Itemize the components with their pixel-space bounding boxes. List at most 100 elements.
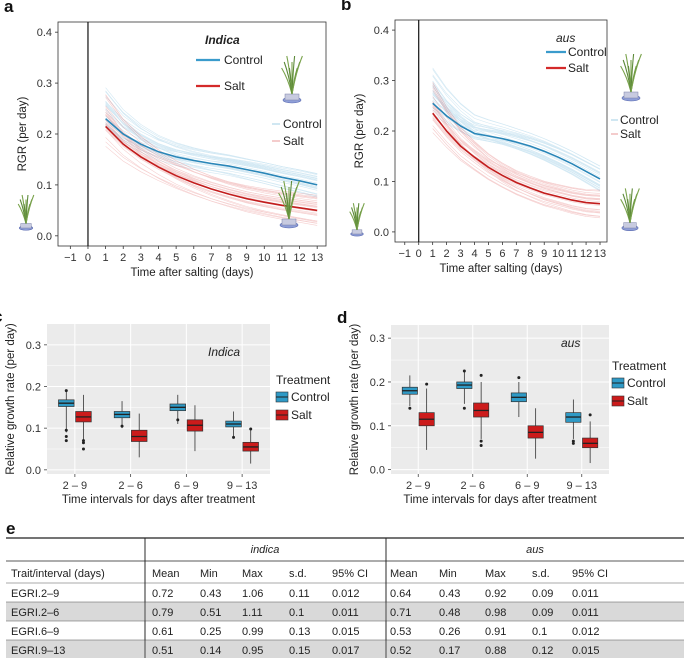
panel-d-outlier bbox=[462, 369, 466, 373]
panel-b-xtick-label: 1 bbox=[430, 248, 436, 260]
panel-a-trace bbox=[105, 129, 318, 224]
panel-b-trace bbox=[432, 86, 601, 170]
panel-c-annotation: Indica bbox=[208, 345, 240, 359]
panel-c-outlier bbox=[120, 424, 124, 428]
table-subheader-indica: Max bbox=[242, 568, 263, 580]
panel-d-box-control bbox=[456, 369, 473, 410]
panel-c-legend-title: Treatment bbox=[276, 373, 331, 387]
plant-icon-a-control-leaf bbox=[291, 55, 303, 95]
panel-c-letter: c bbox=[0, 307, 2, 326]
panel-b-trace bbox=[432, 103, 601, 202]
table-subheader-indica: 95% CI bbox=[332, 568, 368, 580]
panel-b-trace bbox=[432, 107, 601, 187]
panel-b-trace bbox=[432, 93, 601, 189]
panel-b-xlabel: Time after salting (days) bbox=[440, 263, 563, 275]
table-cell-aus: 0.015 bbox=[572, 645, 600, 657]
panel-a-trace bbox=[105, 125, 318, 181]
panel-a-trace bbox=[105, 112, 318, 199]
panel-a-line-control bbox=[105, 118, 318, 186]
panel-a-trace bbox=[105, 87, 318, 175]
panel-e-letter: e bbox=[6, 519, 15, 538]
panel-a-trace bbox=[105, 112, 318, 223]
plant-icon-b-start-leaf bbox=[356, 202, 365, 230]
panel-b-trace bbox=[432, 105, 601, 197]
plant-icon-b-control bbox=[620, 53, 642, 102]
panel-b-ytick-label: 0.2 bbox=[374, 126, 389, 138]
panel-b-trace bbox=[432, 103, 601, 213]
panel-b-trace bbox=[432, 101, 601, 213]
table-cell-indica: 0.14 bbox=[200, 645, 221, 657]
panel-d-outlier bbox=[425, 382, 429, 386]
table-cell-aus: 0.011 bbox=[572, 607, 599, 619]
panel-c-box-salt bbox=[131, 413, 148, 458]
table-cell-indica: 1.06 bbox=[242, 588, 263, 600]
panel-a-frame bbox=[57, 21, 327, 247]
panel-b-trace bbox=[432, 84, 601, 197]
panel-b-trace bbox=[432, 109, 601, 186]
panel-b-trace bbox=[432, 90, 601, 191]
panel-a-ylabel: RGR (per day) bbox=[17, 96, 29, 171]
panel-a-trace bbox=[105, 107, 318, 222]
panel-c-legend-control: Control bbox=[291, 390, 330, 404]
panel-a-legend2-control: Control bbox=[283, 117, 322, 131]
plant-icon-a-salt-pot-body bbox=[281, 218, 297, 226]
table-cell-aus: 0.43 bbox=[439, 588, 460, 600]
panel-a-trace bbox=[105, 112, 318, 177]
panel-d-box-salt bbox=[527, 408, 544, 459]
table-cell-aus: 0.48 bbox=[439, 607, 460, 619]
panel-b-ytick-label: 0.3 bbox=[374, 76, 389, 88]
plant-icon-a-salt-leaf bbox=[288, 180, 300, 220]
panel-a-xtick-label: 0 bbox=[85, 252, 91, 264]
panel-a-ytick-label: 0.2 bbox=[37, 129, 52, 141]
panel-a-trace bbox=[105, 118, 318, 189]
panel-c-outlier bbox=[64, 439, 68, 443]
table-cell-aus: 0.17 bbox=[439, 645, 460, 657]
panel-d-outlier bbox=[479, 444, 483, 448]
table-group-aus: aus bbox=[526, 544, 544, 556]
panel-d-letter: d bbox=[337, 308, 347, 327]
panel-b-ytick-label: 0.4 bbox=[374, 25, 389, 37]
panel-a-legend2-salt: Salt bbox=[283, 134, 304, 148]
panel-a-letter: a bbox=[4, 0, 14, 16]
panel-a-trace bbox=[105, 97, 318, 202]
panel-a-xtick-label: 9 bbox=[244, 252, 250, 264]
table-cell-aus: 0.012 bbox=[572, 626, 600, 638]
table-cell-aus: 0.88 bbox=[485, 645, 506, 657]
panel-b-trace bbox=[432, 89, 601, 186]
panel-a-trace bbox=[105, 123, 318, 195]
panel-b-line-control bbox=[432, 102, 601, 180]
panel-d-outlier bbox=[571, 439, 575, 443]
table-subheader-indica: s.d. bbox=[289, 568, 307, 580]
plant-icon-a-start-pot-body bbox=[20, 223, 32, 229]
panel-b-xtick-label: 11 bbox=[566, 248, 577, 260]
panel-a-ytick-label: 0.4 bbox=[37, 27, 52, 39]
panel-b-trace bbox=[432, 92, 601, 183]
panel-b-ylabel: RGR (per day) bbox=[354, 93, 366, 168]
table-cell-aus: 0.92 bbox=[485, 588, 506, 600]
panel-b-trace bbox=[432, 98, 601, 174]
plant-icon-a-start bbox=[17, 194, 35, 231]
panel-a-trace bbox=[105, 115, 318, 195]
panel-b-trace bbox=[432, 86, 601, 178]
panel-b-legend-control: Control bbox=[568, 45, 607, 59]
table-subheader-aus: 95% CI bbox=[572, 568, 608, 580]
table-cell-indica: 0.95 bbox=[242, 645, 263, 657]
panel-a-trace bbox=[105, 101, 318, 181]
panel-c-box-salt bbox=[242, 427, 259, 464]
panel-a-trace bbox=[105, 118, 318, 189]
panel-b-trace bbox=[432, 111, 601, 212]
table-cell-aus: 0.52 bbox=[390, 645, 411, 657]
panel-b-legend2-salt: Salt bbox=[620, 127, 641, 141]
table-cell-indica: 0.51 bbox=[200, 607, 221, 619]
panel-b-trace bbox=[432, 67, 601, 167]
panel-c-outlier bbox=[81, 447, 85, 451]
panel-b-traces-control bbox=[432, 67, 601, 192]
table-cell-aus: 0.09 bbox=[532, 588, 553, 600]
panel-b-xtick-label: 12 bbox=[580, 248, 592, 260]
table-cell-trait: EGRI.6–9 bbox=[11, 626, 59, 638]
panel-b-trace bbox=[432, 128, 601, 219]
panel-c-legend-salt: Salt bbox=[291, 408, 312, 422]
table-cell-aus: 0.71 bbox=[390, 607, 411, 619]
panel-c-box-control bbox=[169, 394, 186, 424]
panel-a-ytick-label: 0.0 bbox=[37, 231, 52, 243]
